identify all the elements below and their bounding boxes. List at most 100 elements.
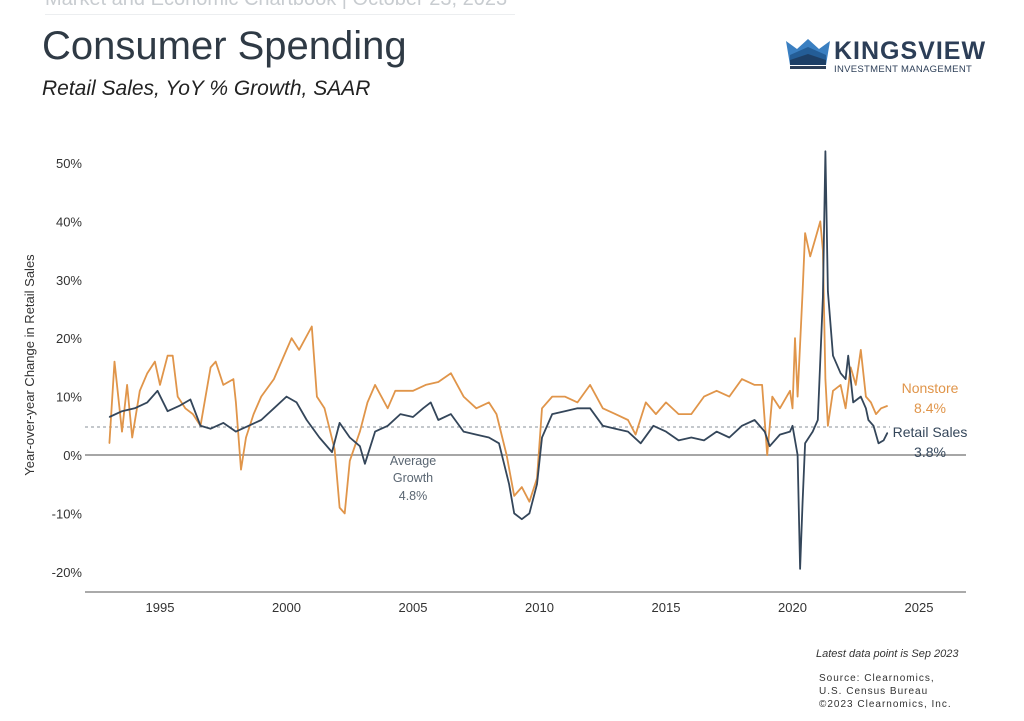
data-point [817, 419, 819, 421]
data-point [222, 422, 224, 424]
data-point [665, 401, 667, 404]
data-point [872, 425, 875, 427]
data-point [799, 568, 801, 570]
data-point [640, 442, 642, 444]
data-point [359, 445, 361, 447]
data-point [761, 384, 763, 386]
y-tick-label: -10% [52, 506, 83, 521]
data-point [113, 360, 116, 363]
data-point [273, 407, 275, 409]
data-point [323, 407, 326, 409]
data-point [215, 360, 217, 363]
data-point [564, 396, 566, 398]
data-point [331, 451, 333, 453]
data-point [488, 401, 490, 404]
data-point [865, 407, 867, 409]
y-tick-label: 40% [56, 214, 82, 229]
data-point [796, 454, 799, 456]
data-point [865, 396, 867, 398]
copyright-line: ©2023 Clearnomics, Inc. [819, 699, 952, 710]
x-tick-label: 2020 [778, 600, 807, 615]
data-point [177, 396, 179, 398]
data-point [877, 442, 880, 444]
data-point [333, 448, 336, 450]
x-tick-label: 1995 [146, 600, 175, 615]
data-point [359, 431, 361, 433]
data-point [235, 401, 237, 404]
legend-nonstore-name: Nonstore [902, 380, 959, 396]
data-point [166, 355, 169, 357]
data-point [412, 390, 414, 392]
data-point [576, 407, 579, 409]
data-point [156, 390, 159, 392]
data-point [210, 366, 212, 368]
x-tick-label: 2015 [652, 600, 681, 615]
data-point [589, 384, 591, 386]
data-point [189, 398, 191, 401]
data-point [886, 432, 888, 434]
data-point [832, 355, 834, 357]
data-point [728, 436, 730, 439]
data-point [870, 401, 872, 404]
data-point [652, 425, 654, 427]
data-point [852, 401, 854, 404]
x-tick-label: 2005 [399, 600, 428, 615]
logo-name: KINGSVIEW [834, 37, 987, 65]
data-point [154, 360, 156, 363]
y-axis-label: Year-over-year Change in Retail Sales [22, 254, 37, 476]
data-point [344, 512, 346, 515]
data-point [635, 433, 637, 436]
x-tick-label: 2010 [525, 600, 554, 615]
data-point [728, 396, 730, 398]
data-point [374, 431, 376, 433]
data-point [245, 436, 247, 439]
data-point [339, 422, 341, 424]
data-point [827, 290, 829, 293]
data-point [222, 384, 224, 386]
data-point [139, 390, 141, 392]
latest-data-note: Latest data point is Sep 2023 [816, 648, 959, 660]
data-point [832, 390, 834, 392]
data-point [627, 431, 629, 433]
data-point [791, 407, 794, 409]
data-point [645, 401, 647, 404]
data-point [450, 372, 452, 374]
data-point [498, 442, 500, 444]
data-point [839, 384, 842, 386]
series-line-nonstore [108, 220, 888, 515]
data-point [521, 486, 523, 488]
data-point [349, 460, 351, 462]
data-point [850, 366, 852, 368]
data-point [399, 413, 401, 415]
data-point [827, 425, 829, 427]
data-point [235, 431, 237, 433]
data-point [551, 396, 553, 398]
data-point [541, 436, 543, 439]
data-point [495, 413, 498, 415]
data-point [804, 232, 806, 234]
y-tick-label: 30% [56, 273, 82, 288]
data-point [366, 401, 369, 404]
data-point [425, 384, 427, 386]
data-point [488, 436, 490, 439]
data-point [589, 407, 591, 409]
data-point [703, 439, 705, 441]
data-point [802, 501, 804, 503]
data-point [764, 431, 766, 433]
data-point [794, 337, 796, 339]
legend-retail-value: 3.8% [914, 444, 946, 460]
data-point [541, 407, 543, 409]
data-point [753, 419, 756, 421]
chartbook-header-text: Market and Economic Chartbook | October … [45, 0, 507, 11]
data-point [860, 396, 862, 398]
series-line-retail-sales [109, 150, 889, 570]
data-point [703, 396, 705, 398]
data-point [655, 413, 657, 415]
data-point [285, 349, 288, 351]
data-point [528, 501, 530, 503]
data-point [394, 390, 396, 392]
data-point [804, 442, 806, 444]
data-point [716, 431, 718, 433]
data-point [741, 378, 743, 380]
data-point [121, 410, 123, 412]
